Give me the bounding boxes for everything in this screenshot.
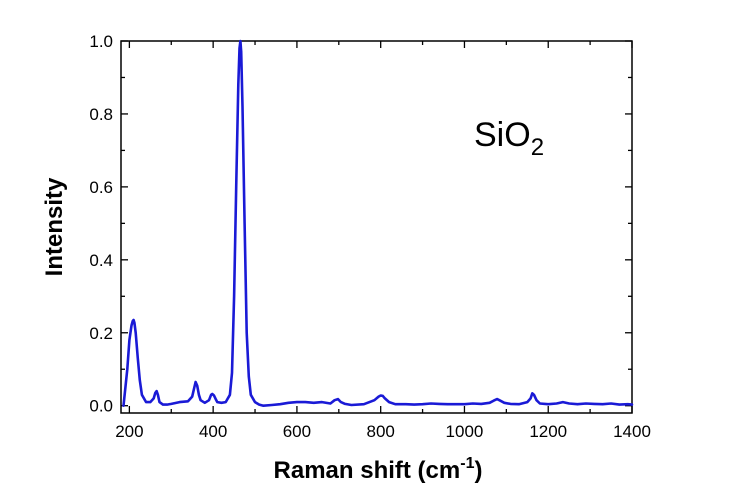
x-tick-label-1400: 1400 (613, 422, 651, 441)
x-axis-title-sup: -1 (460, 455, 474, 472)
x-tick-label-600: 600 (283, 422, 311, 441)
annotation-sio2: SiO2 (474, 116, 544, 161)
x-tick-label-400: 400 (199, 422, 227, 441)
x-axis-title-suffix: ) (474, 457, 482, 484)
x-tick-label-800: 800 (367, 422, 395, 441)
y-tick-label-0.6: 0.6 (89, 178, 113, 197)
y-tick-label-1.0: 1.0 (89, 32, 113, 51)
x-tick-label-200: 200 (115, 422, 143, 441)
y-tick-label-0.4: 0.4 (89, 251, 113, 270)
x-axis-title: Raman shift (cm-1) (274, 455, 483, 484)
y-tick-label-0.8: 0.8 (89, 105, 113, 124)
y-axis-title: Intensity (41, 177, 68, 276)
x-axis-title-main: Raman shift (cm (274, 457, 461, 484)
y-axis-ticks: 0.0 0.2 0.4 0.6 0.8 1.0 (89, 32, 632, 416)
x-tick-label-1200: 1200 (529, 422, 567, 441)
plot-frame (120, 40, 633, 414)
y-tick-label-0.2: 0.2 (89, 324, 113, 343)
x-axis-ticks: 200 400 600 800 1000 1200 1400 (115, 41, 651, 441)
x-tick-label-1000: 1000 (446, 422, 484, 441)
sio2-spectrum-line (122, 39, 634, 408)
annotation-subscript: 2 (531, 134, 544, 161)
annotation-text: SiO (474, 116, 531, 154)
y-tick-label-0.0: 0.0 (89, 397, 113, 416)
